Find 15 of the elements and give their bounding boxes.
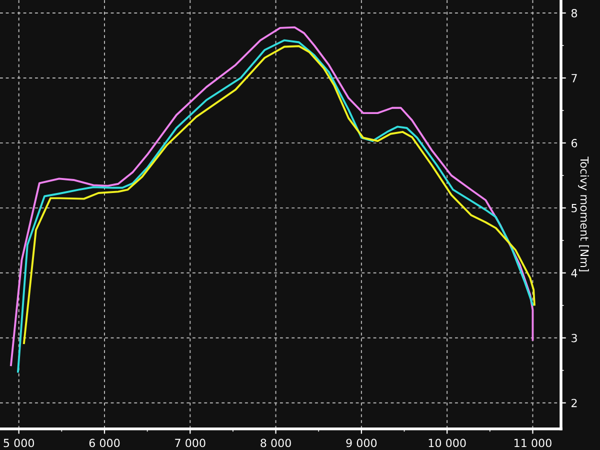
x-tick-label: 7 000	[175, 438, 206, 448]
x-tick-label: 8 000	[260, 438, 291, 448]
y-tick-label: 7	[572, 74, 577, 82]
y-axis-title: Tocivy moment [Nm]	[578, 156, 589, 272]
y-tick-label: 3	[572, 334, 577, 342]
y-tick-label: 4	[571, 269, 578, 278]
y-tick-label: 8	[571, 8, 578, 18]
y-tick-label: 5	[572, 204, 577, 212]
y-tick-label: 2	[572, 398, 577, 408]
x-tick-label: 6 000	[89, 438, 120, 448]
x-tick-label: 9 000	[346, 438, 377, 448]
x-tick-label: 5 000	[4, 438, 34, 448]
x-tick-label: 11 000	[514, 438, 552, 448]
y-tick-label: 6	[572, 138, 578, 148]
x-tick-label: 10 000	[428, 438, 466, 448]
